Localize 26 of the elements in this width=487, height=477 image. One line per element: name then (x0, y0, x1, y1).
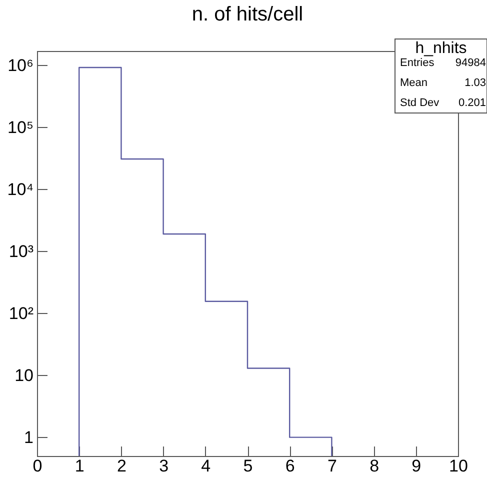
annotation: Mean (400, 77, 428, 89)
x-tick-label: 4 (201, 456, 211, 476)
chart-title: n. of hits/cell (192, 4, 304, 26)
y-tick-label: 10⁵ (8, 118, 34, 137)
annotation: h_nhits (415, 40, 467, 57)
y-tick-label: 10³ (8, 242, 34, 261)
x-tick-label: 1 (74, 456, 84, 476)
x-tick-label: 0 (32, 456, 42, 476)
text: 1.03 (464, 77, 486, 89)
x-tick-label: 2 (116, 456, 126, 476)
annotation: 94984 (455, 57, 486, 69)
y-tick-label: 10⁴ (7, 180, 34, 199)
x-tick-label: 10 (449, 456, 468, 476)
y-tick-label: 1 (24, 428, 34, 447)
annotation: 0.201 (458, 97, 486, 109)
y-tick-label: 10² (8, 304, 34, 323)
x-tick-label: 6 (285, 456, 295, 476)
x-tick-label: 5 (243, 456, 253, 476)
x-tick-label: 7 (327, 456, 337, 476)
annotation: Entries (400, 57, 435, 69)
annotation: Std Dev (400, 97, 440, 109)
x-tick-label: 9 (412, 456, 422, 476)
x-tick-label: 8 (370, 456, 380, 476)
x-tick-label: 3 (159, 456, 169, 476)
y-tick-label: 10⁶ (8, 56, 34, 75)
y-tick-label: 10 (14, 366, 34, 385)
